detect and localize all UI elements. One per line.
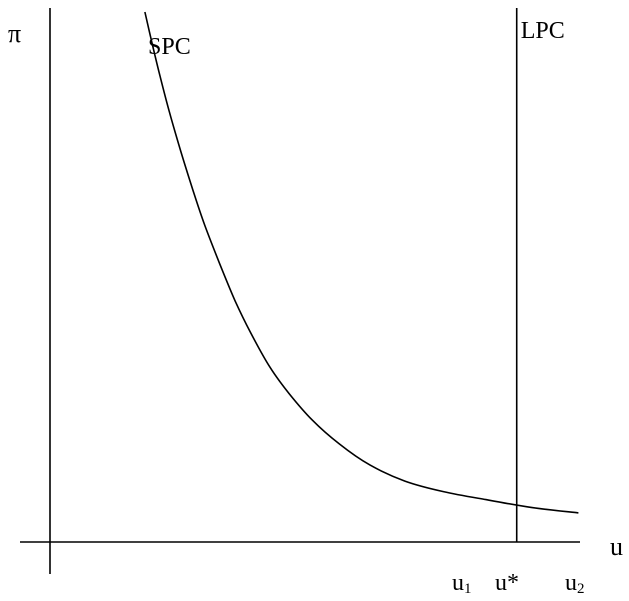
- x-tick-label-1: u1: [452, 570, 472, 597]
- tick-labels: u1 u* u2: [452, 570, 585, 597]
- x-tick-label-3: u2: [565, 570, 585, 597]
- series-label-spc: SPC: [148, 34, 191, 60]
- axes: [20, 8, 580, 574]
- series-curve-spc: [144, 11, 579, 514]
- x-axis-label: u: [610, 532, 623, 561]
- y-axis-label: π: [8, 19, 21, 48]
- series-label-lpc: LPC: [521, 18, 565, 44]
- x-tick-label-2: u*: [495, 570, 519, 596]
- series-layer: SPC LPC: [144, 8, 579, 542]
